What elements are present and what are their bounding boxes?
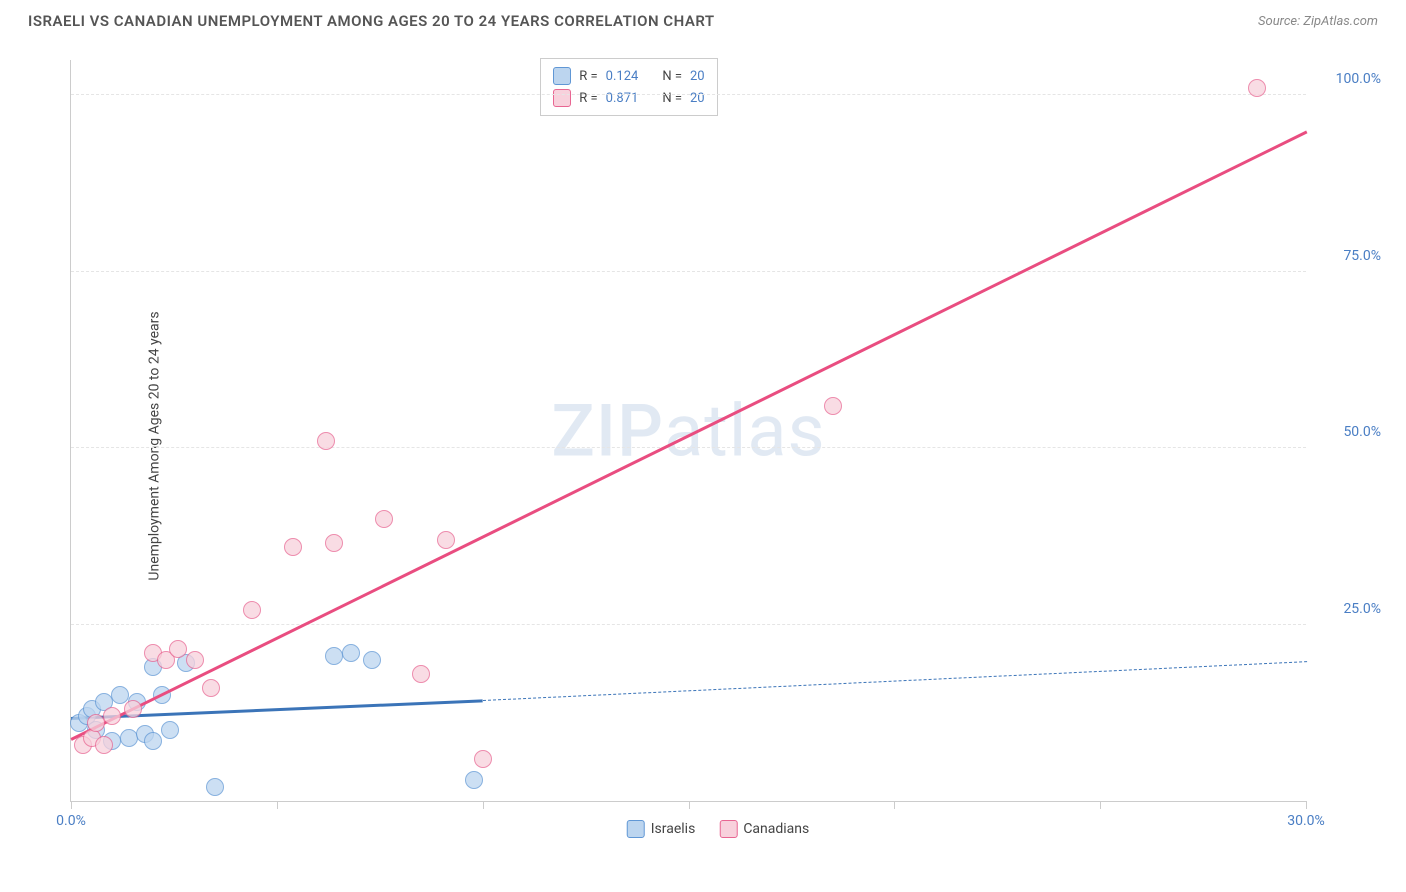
x-tick [483, 801, 484, 809]
chart-title: ISRAELI VS CANADIAN UNEMPLOYMENT AMONG A… [28, 12, 715, 30]
data-point [186, 651, 204, 669]
chart-source: Source: ZipAtlas.com [1258, 14, 1378, 29]
data-point [144, 732, 162, 750]
data-point [161, 721, 179, 739]
legend-n-label: N = [662, 91, 682, 106]
watermark-light: atlas [664, 388, 826, 473]
legend-n-label: N = [662, 69, 682, 84]
grid-line-h [71, 624, 1306, 625]
data-point [363, 651, 381, 669]
data-point [284, 538, 302, 556]
grid-line-h [71, 94, 1306, 95]
data-point [206, 778, 224, 796]
x-tick [1306, 801, 1307, 809]
regression-line [70, 131, 1307, 741]
regression-line [483, 661, 1307, 701]
data-point [202, 679, 220, 697]
watermark-bold: ZIP [551, 388, 664, 473]
data-point [120, 729, 138, 747]
data-point [87, 714, 105, 732]
data-point [103, 707, 121, 725]
chart-header: ISRAELI VS CANADIAN UNEMPLOYMENT AMONG A… [0, 0, 1406, 38]
x-tick [894, 801, 895, 809]
series-legend: Israelis Canadians [627, 820, 810, 838]
chart-container: Unemployment Among Ages 20 to 24 years Z… [50, 50, 1386, 842]
grid-line-h [71, 447, 1306, 448]
legend-r-label: R = [579, 69, 597, 84]
data-point [474, 750, 492, 768]
x-tick [1100, 801, 1101, 809]
data-point [124, 700, 142, 718]
legend-r-label: R = [579, 91, 597, 106]
data-point [95, 736, 113, 754]
x-tick-label: 0.0% [56, 813, 86, 829]
watermark: ZIPatlas [551, 388, 825, 473]
legend-label: Israelis [651, 821, 696, 837]
data-point [325, 534, 343, 552]
legend-r-value: 0.871 [606, 91, 639, 106]
legend-r-value: 0.124 [606, 69, 639, 84]
data-point [1248, 79, 1266, 97]
x-tick [277, 801, 278, 809]
x-tick [689, 801, 690, 809]
x-tick [71, 801, 72, 809]
legend-n-value: 20 [690, 69, 705, 84]
data-point [412, 665, 430, 683]
legend-n-value: 20 [690, 91, 705, 106]
y-tick-label: 25.0% [1343, 601, 1381, 617]
legend-item: Israelis [627, 820, 696, 838]
data-point [342, 644, 360, 662]
legend-swatch [553, 89, 571, 107]
y-tick-label: 100.0% [1336, 71, 1381, 87]
data-point [169, 640, 187, 658]
stats-legend-row: R = 0.871 N = 20 [553, 87, 704, 109]
data-point [465, 771, 483, 789]
grid-line-h [71, 271, 1306, 272]
plot-area: ZIPatlas R =0.124N =20R =0.871N =20 25.0… [70, 60, 1306, 802]
stats-legend: R = 0.124 N = 20 R = 0.871 N = 20 [540, 58, 717, 116]
legend-item: Canadians [719, 820, 809, 838]
legend-swatch [627, 820, 645, 838]
x-tick-label: 30.0% [1287, 813, 1325, 829]
data-point [375, 510, 393, 528]
legend-label: Canadians [743, 821, 809, 837]
y-tick-label: 50.0% [1343, 424, 1381, 440]
legend-swatch [719, 820, 737, 838]
legend-swatch [553, 67, 571, 85]
stats-legend-row: R = 0.124 N = 20 [553, 65, 704, 87]
data-point [824, 397, 842, 415]
data-point [437, 531, 455, 549]
y-tick-label: 75.0% [1343, 248, 1381, 264]
data-point [243, 601, 261, 619]
data-point [317, 432, 335, 450]
data-point [325, 647, 343, 665]
